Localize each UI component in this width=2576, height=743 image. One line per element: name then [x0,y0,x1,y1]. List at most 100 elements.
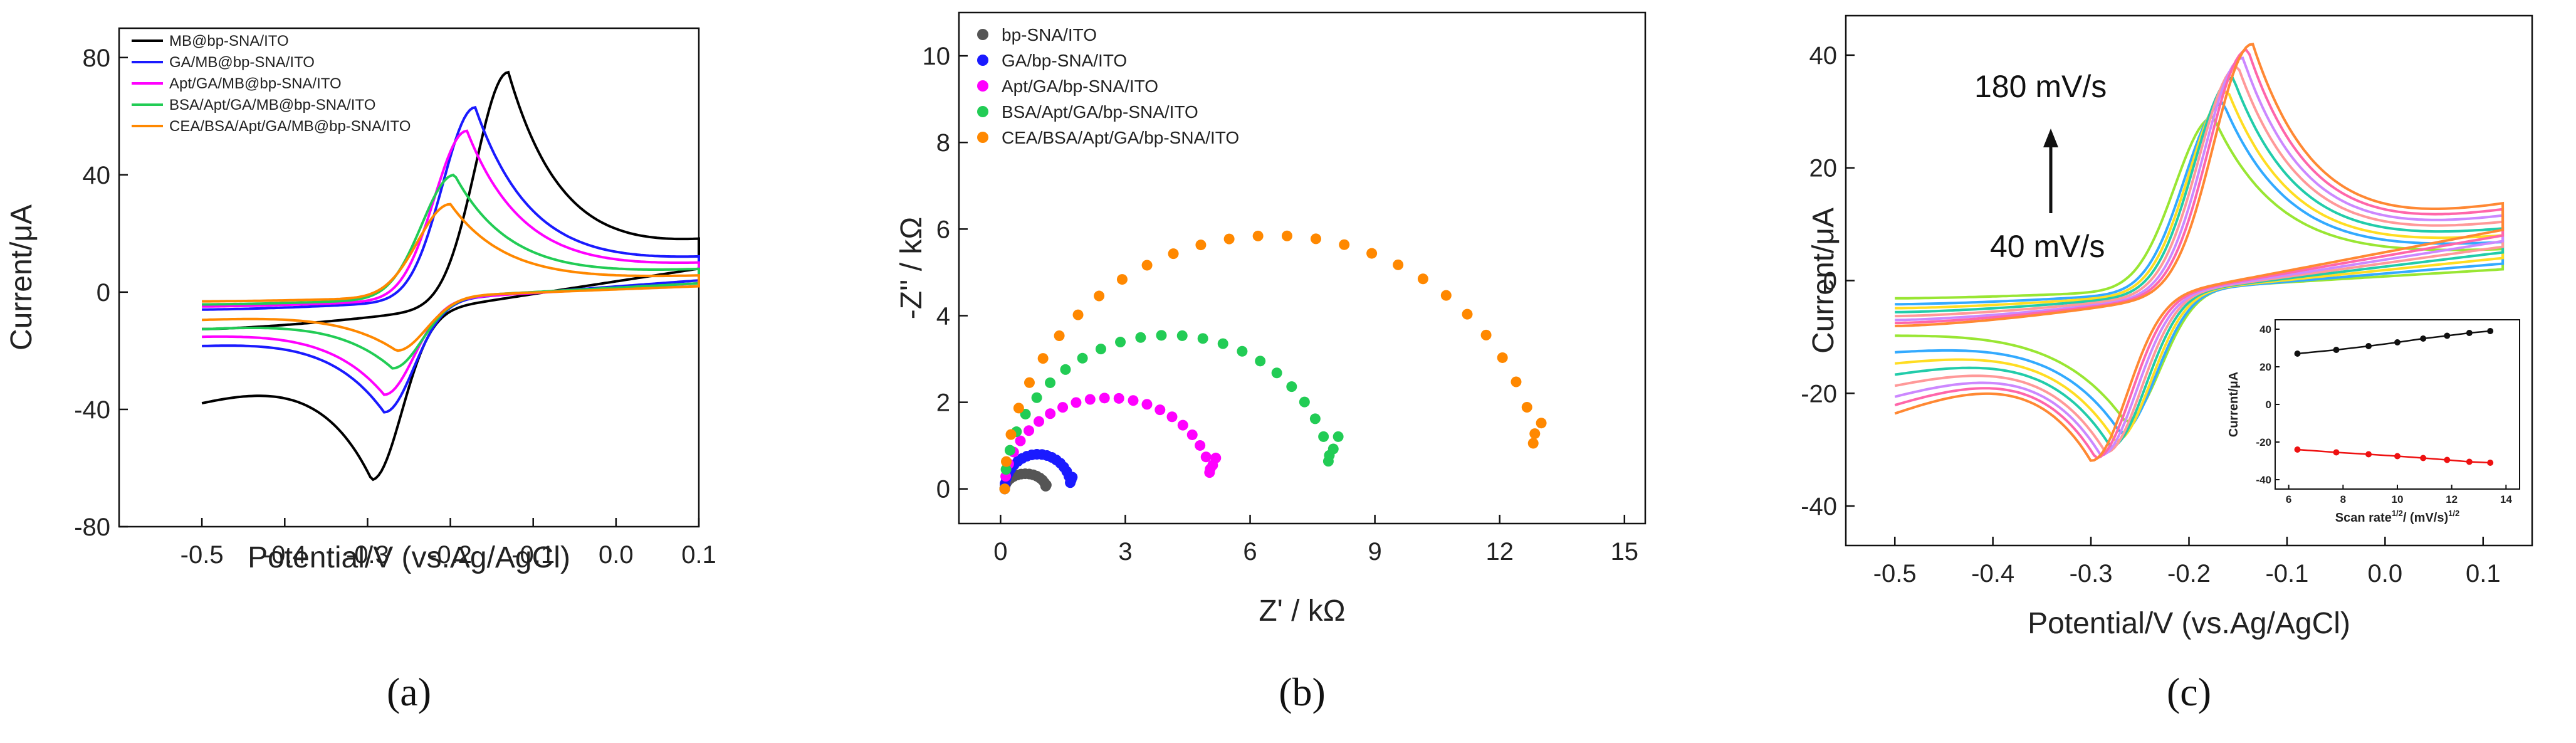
eis-point [1286,381,1297,393]
inset-x-axis-title: Scan rate1/2/ (mV/s)1/2 [2335,509,2459,525]
legend-marker [977,106,988,117]
legend-label: GA/bp-SNA/ITO [1002,51,1127,70]
x-tick-label: -0.4 [1971,560,2014,588]
legend-label: Apt/GA/bp-SNA/ITO [1002,76,1158,96]
inset-point-anodic [2365,343,2372,349]
inset-x-title-part: / (mV/s) [2403,511,2448,525]
eis-point [1168,248,1179,260]
eis-point [1271,367,1282,379]
inset-x-tick-label: 10 [2392,493,2404,505]
x-tick-label: 15 [1611,538,1639,566]
eis-point [1084,394,1096,405]
eis-point [1057,402,1069,413]
eis-point [1195,240,1207,251]
eis-point [1527,438,1539,449]
panel-label: (c) [2167,670,2211,714]
inset-x-title-sup: 1/2 [2448,509,2459,518]
eis-point [1521,402,1532,413]
eis-point [999,483,1010,495]
eis-point [1141,260,1153,271]
y-tick-label: 0 [1823,268,1837,295]
annotation-180: 180 mV/s [1974,69,2107,104]
x-tick-label: -0.3 [2070,560,2113,588]
legend-marker [977,55,988,66]
inset-background [2216,314,2526,533]
x-tick-label: -0.5 [1873,560,1917,588]
eis-point [1034,416,1045,427]
x-tick-label: -0.2 [429,541,472,569]
legend-label: bp-SNA/ITO [1002,25,1097,45]
eis-point [1166,411,1178,423]
inset-point-anodic [2466,330,2473,336]
eis-point [1135,332,1146,343]
y-tick-label: 40 [1809,42,1838,70]
y-tick-label: 8 [936,129,950,157]
x-tick-label: -0.1 [2265,560,2308,588]
y-tick-label: -20 [1801,380,1837,408]
x-tick-label: 3 [1118,538,1132,566]
legend-label: BSA/Apt/GA/bp-SNA/ITO [1002,102,1198,122]
eis-point [1154,404,1166,416]
inset-point-anodic [2294,350,2301,357]
y-tick-label: -40 [1801,493,1837,520]
y-axis-title: -Z'' / kΩ [895,217,928,320]
y-tick-label: 4 [936,302,950,330]
eis-point [1000,464,1012,475]
y-tick-label: 80 [83,45,111,72]
inset-point-cathodic [2487,460,2494,466]
legend-label: MB@bp-SNA/ITO [169,33,289,50]
panel-label: (a) [387,670,431,714]
eis-point [1255,356,1266,367]
eis-point [1005,429,1017,440]
x-tick-label: 0.1 [2466,560,2501,588]
inset-point-anodic [2394,339,2401,345]
arrow-head [2043,129,2058,147]
eis-point [1322,456,1334,467]
eis-point [1237,345,1248,357]
inset-x-title-part: Scan rate [2335,511,2392,525]
inset-y-tick-label: -20 [2256,436,2271,448]
eis-point [1393,259,1404,270]
eis-point [1099,393,1110,404]
panel-b: 0 3 6 9 12 15 0 2 4 6 8 10 Z' / kΩ -Z'' / kΩ (b) bp-SNA… [895,11,1647,714]
legend-label: GA/MB@bp-SNA/ITO [169,54,315,71]
inset-point-cathodic [2444,456,2451,463]
inset-point-cathodic [2294,446,2301,453]
inset-y-tick-label: 0 [2266,399,2271,411]
eis-point [1176,330,1188,341]
panel-a: -0.5 -0.4 -0.3 -0.2 -0.1 0.0 0.1 -80 -40 0 40 80 Pot… [5,27,716,714]
x-tick-label: 0.0 [2368,560,2403,588]
eis-point [1037,353,1049,364]
eis-point [1186,429,1198,440]
y-tick-label: 10 [923,43,951,70]
eis-point [1197,333,1208,344]
y-tick-label: 40 [83,162,111,189]
panel-label: (b) [1279,670,1326,714]
y-tick-label: 6 [936,216,950,243]
inset-point-cathodic [2333,449,2340,456]
eis-point [1333,431,1344,442]
inset-line-anodic [2297,330,2491,355]
eis-point [1031,392,1042,403]
y-tick-label: 20 [1809,155,1838,182]
eis-point [1054,330,1065,341]
legend-label: CEA/BSA/Apt/GA/MB@bp-SNA/ITO [169,118,411,135]
eis-point [1462,308,1473,320]
eis-point [1115,337,1126,348]
panel-c: -0.5 -0.4 -0.3 -0.2 -0.1 0.0 0.1 -40 -20 0 20 40 Pot… [1801,14,2533,714]
legend-label: CEA/BSA/Apt/GA/bp-SNA/ITO [1002,128,1239,147]
eis-point [1004,445,1015,456]
eis-point [1141,399,1153,410]
eis-point [1480,329,1492,340]
x-tick-label: -0.5 [181,541,224,569]
plot-frame [958,11,1647,525]
eis-point [1309,413,1321,424]
eis-point [1327,443,1339,455]
eis-point [1210,452,1222,463]
eis-point [1067,472,1078,483]
eis-point [1318,431,1329,442]
eis-point [1077,352,1088,364]
inset-x-tick-label: 6 [2286,493,2291,505]
